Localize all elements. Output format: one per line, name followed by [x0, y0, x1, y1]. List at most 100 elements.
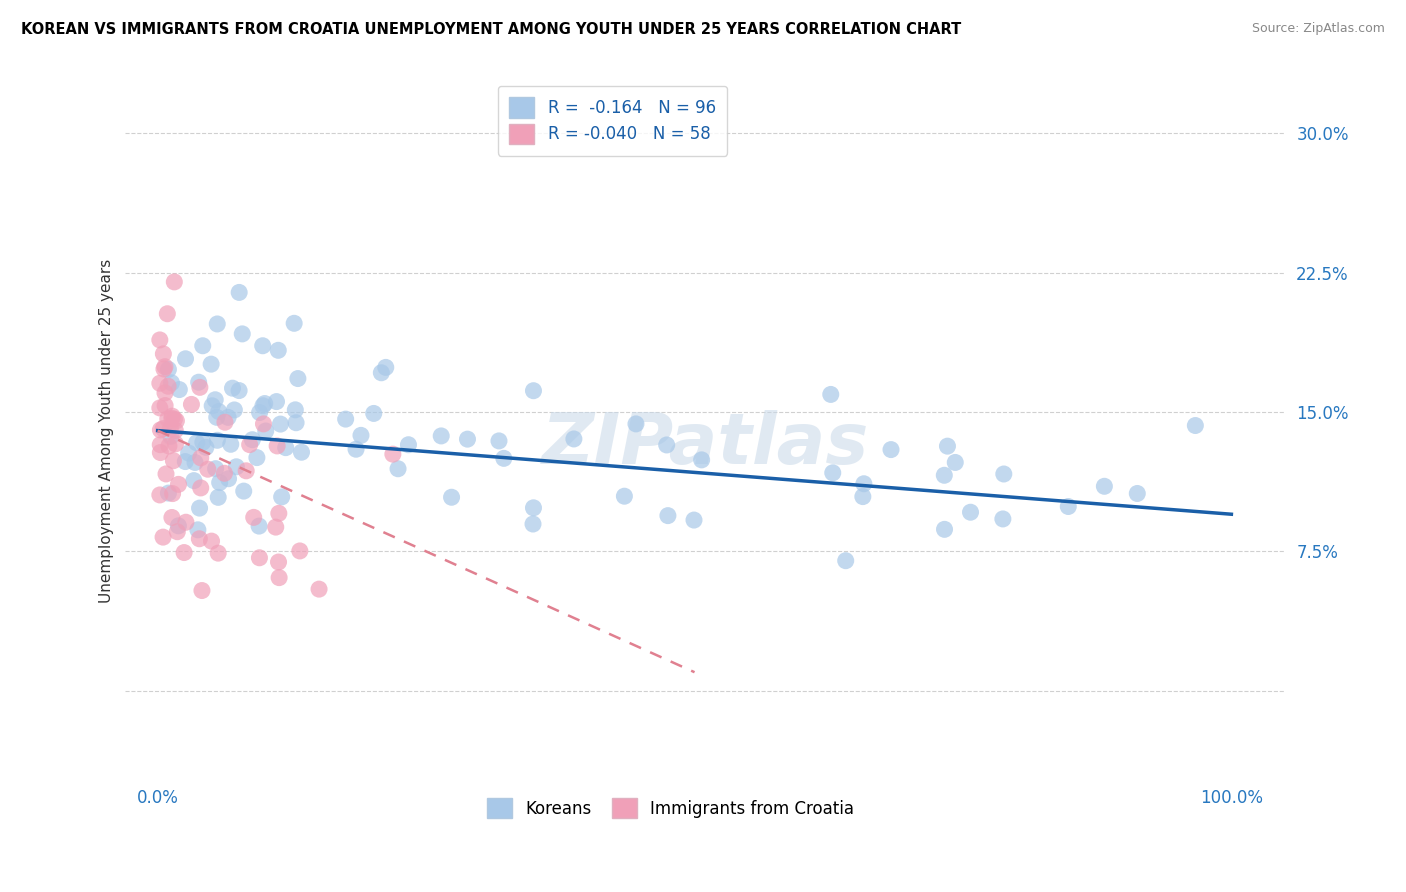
Point	[232, 484, 254, 499]
Point	[266, 439, 288, 453]
Point	[162, 453, 184, 467]
Point	[173, 545, 195, 559]
Point	[149, 401, 172, 415]
Point	[207, 491, 229, 505]
Point	[167, 477, 190, 491]
Point	[174, 351, 197, 366]
Text: Source: ZipAtlas.com: Source: ZipAtlas.com	[1251, 22, 1385, 36]
Point	[207, 317, 229, 331]
Point	[398, 438, 420, 452]
Point	[387, 462, 409, 476]
Point	[488, 434, 510, 448]
Point	[246, 450, 269, 465]
Point	[993, 467, 1015, 481]
Y-axis label: Unemployment Among Youth under 25 years: Unemployment Among Youth under 25 years	[100, 259, 114, 603]
Point	[943, 455, 966, 469]
Point	[655, 438, 678, 452]
Point	[363, 406, 385, 420]
Point	[214, 415, 236, 429]
Point	[228, 285, 250, 300]
Point	[217, 410, 239, 425]
Point	[267, 555, 290, 569]
Point	[381, 447, 404, 461]
Point	[430, 429, 453, 443]
Point	[174, 515, 197, 529]
Point	[152, 422, 174, 436]
Point	[183, 474, 205, 488]
Point	[165, 437, 187, 451]
Point	[149, 376, 172, 391]
Point	[163, 275, 186, 289]
Point	[283, 316, 305, 330]
Point	[186, 435, 208, 450]
Point	[492, 451, 515, 466]
Point	[522, 384, 544, 398]
Point	[252, 417, 274, 431]
Point	[153, 399, 176, 413]
Point	[153, 362, 176, 376]
Point	[162, 486, 184, 500]
Point	[205, 410, 228, 425]
Point	[991, 512, 1014, 526]
Point	[194, 440, 217, 454]
Point	[157, 486, 180, 500]
Point	[149, 423, 172, 437]
Point	[821, 466, 844, 480]
Point	[208, 404, 231, 418]
Point	[522, 500, 544, 515]
Point	[204, 392, 226, 407]
Point	[153, 385, 176, 400]
Point	[207, 434, 229, 448]
Point	[187, 375, 209, 389]
Point	[934, 522, 956, 536]
Point	[690, 453, 713, 467]
Point	[247, 519, 270, 533]
Point	[266, 394, 288, 409]
Point	[190, 450, 212, 465]
Point	[163, 412, 186, 426]
Point	[149, 333, 172, 347]
Point	[240, 433, 263, 447]
Point	[221, 381, 243, 395]
Point	[152, 347, 174, 361]
Point	[335, 412, 357, 426]
Point	[165, 414, 187, 428]
Point	[1057, 500, 1080, 514]
Point	[231, 326, 253, 341]
Point	[157, 362, 180, 376]
Point	[188, 380, 211, 394]
Point	[200, 534, 222, 549]
Point	[166, 524, 188, 539]
Point	[624, 417, 647, 431]
Point	[350, 428, 373, 442]
Point	[285, 416, 308, 430]
Point	[657, 508, 679, 523]
Point	[936, 439, 959, 453]
Point	[249, 405, 271, 419]
Point	[852, 490, 875, 504]
Point	[167, 519, 190, 533]
Point	[191, 583, 214, 598]
Point	[288, 544, 311, 558]
Point	[370, 366, 392, 380]
Point	[1184, 418, 1206, 433]
Point	[613, 489, 636, 503]
Point	[159, 422, 181, 436]
Point	[522, 516, 544, 531]
Point	[440, 490, 463, 504]
Point	[267, 507, 290, 521]
Point	[204, 461, 226, 475]
Point	[228, 384, 250, 398]
Point	[160, 429, 183, 443]
Point	[253, 396, 276, 410]
Point	[344, 442, 367, 457]
Point	[160, 409, 183, 424]
Legend: Koreans, Immigrants from Croatia: Koreans, Immigrants from Croatia	[481, 791, 860, 825]
Point	[242, 510, 264, 524]
Point	[187, 523, 209, 537]
Point	[156, 412, 179, 426]
Point	[934, 468, 956, 483]
Point	[157, 439, 180, 453]
Point	[149, 438, 172, 452]
Point	[157, 379, 180, 393]
